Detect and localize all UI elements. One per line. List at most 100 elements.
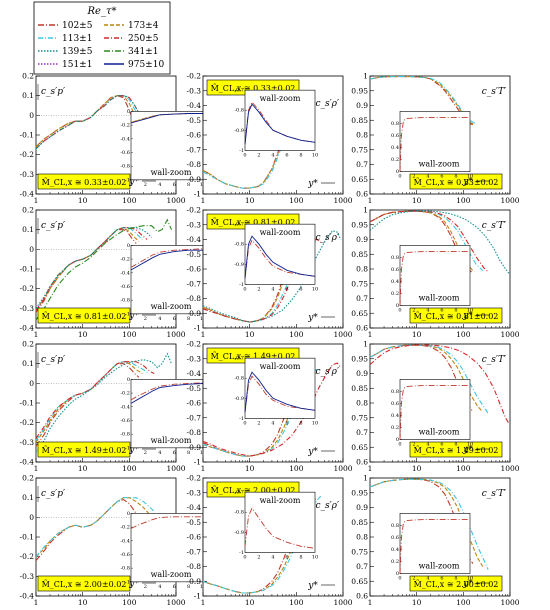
panel-3: 1 10 100 10000.60.650.70.750.80.850.90.951c…	[351, 72, 519, 206]
x-tick-label: 10	[412, 598, 422, 607]
y-tick-label: -0.6	[187, 131, 202, 140]
inset-y-tick-label: -1	[125, 177, 130, 183]
y-tick-label: -0.2	[187, 72, 202, 81]
y-tick-label: 0.95	[351, 86, 368, 95]
legend-title: Re_τ*	[87, 6, 117, 17]
y-tick-label: -0.6	[187, 533, 202, 542]
inset-line-2	[130, 383, 204, 404]
inset-y-tick-label: -0.8	[120, 298, 130, 304]
x-tick-label: 100	[122, 196, 137, 205]
inset: 0 2 4 6 8 10 0 0.2 0.4 0.6 0.8 wall-zoom	[391, 379, 473, 448]
inset-x-tick-label: 2	[257, 152, 260, 158]
inset-label: wall-zoom	[151, 302, 192, 311]
mach-label-box	[409, 575, 503, 592]
series-line-3	[369, 76, 477, 126]
y-tick-label: -0.1	[20, 131, 34, 140]
y-tick-label: 0.75	[351, 547, 368, 556]
y-tick-label: 0.85	[351, 250, 368, 259]
mach-label: M̃_CL,x ≅ 2.00±0.02	[414, 580, 499, 589]
inset-frame	[399, 513, 471, 574]
inset-y-tick-label: 0	[127, 377, 130, 383]
y-tick-label: -0.3	[187, 220, 202, 229]
inset-y-tick-label: 0.2	[391, 425, 399, 431]
series-line-5	[202, 230, 342, 323]
inset: 0 2 4 6 8 10 -1 -0.9 -0.8 -0.7 wall-zoom	[234, 88, 318, 159]
inset-x-tick-label: 4	[426, 576, 429, 582]
y-tick-label: -0.4	[187, 235, 202, 244]
series-line-3	[369, 478, 489, 570]
series-line-2	[35, 361, 143, 443]
inset-x-tick-label: 0	[129, 182, 132, 188]
y-tick-label: -0.5	[187, 116, 202, 125]
inset-label: wall-zoom	[151, 436, 192, 445]
series-line-3	[369, 344, 489, 414]
inset-x-tick-label: 6	[285, 152, 288, 158]
inset-x-tick-label: 0	[398, 576, 401, 582]
y-tick-label: -0.8	[187, 428, 202, 437]
inset-line-2	[244, 235, 316, 279]
x-axis-label: y*	[128, 311, 139, 321]
x-tick-label: 100	[122, 598, 137, 607]
inset-y-tick-label: -0.2	[120, 391, 130, 397]
mach-label-box	[409, 173, 503, 190]
x-tick-label: 10	[78, 464, 88, 473]
y-tick-label: 0.8	[356, 399, 368, 408]
inset-y-tick-label: -0.6	[120, 552, 130, 558]
inset-x-tick-label: 8	[454, 576, 457, 582]
x-tick-label: 1000	[500, 598, 519, 607]
inset-frame	[130, 245, 204, 315]
inset-y-tick-label: -0.8	[234, 242, 244, 248]
y-tick-label: 0.9	[356, 369, 368, 378]
inset-x-tick-label: 8	[454, 442, 457, 448]
y-tick-label: -0.9	[187, 175, 202, 184]
y-tick-label: 0.85	[351, 518, 368, 527]
x-tick-label: 1	[34, 464, 39, 473]
mach-label-box	[409, 441, 503, 458]
panel-6: 1 10 100 10000.60.650.70.750.80.850.90.951c…	[351, 206, 519, 340]
x-tick-label: 1000	[500, 330, 519, 339]
y-tick-label: -0.5	[187, 250, 202, 259]
inset-label: wall-zoom	[419, 294, 460, 303]
x-tick-label: 100	[456, 464, 471, 473]
y-tick-label: 0.65	[351, 443, 368, 452]
inset-y-tick-label: -0.4	[120, 538, 130, 544]
inset-y-tick-label: 0	[127, 109, 130, 115]
inset-line-1	[130, 382, 204, 401]
inset-y-tick-label: 0.4	[391, 145, 399, 151]
inset-y-tick-label: 0	[396, 303, 399, 309]
panel-12: 1 10 100 10000.60.650.70.750.80.850.90.951c…	[351, 474, 519, 608]
x-tick-label: 100	[122, 464, 137, 473]
inset-x-tick-label: 0	[243, 286, 246, 292]
inset-x-tick-label: 2	[412, 576, 415, 582]
panel-label: c_s′ρ′	[315, 367, 339, 377]
inset-x-tick-label: 2	[257, 420, 260, 426]
y-tick-label: -0.3	[20, 170, 35, 179]
inset-x-tick-label: 8	[299, 152, 302, 158]
inset-x-tick-label: 8	[187, 182, 190, 188]
y-tick-label: -0.4	[20, 324, 35, 333]
inset-x-tick-label: 0	[243, 554, 246, 560]
y-tick-label: -0.5	[187, 518, 202, 527]
y-tick-label: 0.65	[351, 175, 368, 184]
series-line-4	[369, 344, 510, 424]
inset-line-1	[130, 248, 204, 268]
inset-x-tick-label: 4	[426, 174, 429, 180]
x-tick-label: 1000	[500, 464, 519, 473]
x-axis-label: y*	[307, 447, 318, 457]
inset-y-tick-label: -0.6	[120, 284, 130, 290]
y-tick-label: -0.3	[20, 304, 35, 313]
inset-x-tick-label: 2	[412, 174, 415, 180]
y-tick-label: 0.6	[356, 190, 368, 199]
inset-label: wall-zoom	[151, 168, 192, 177]
inset-line-1	[399, 250, 470, 306]
legend-entry: 102±5	[62, 21, 93, 31]
y-tick-label: 0.85	[351, 384, 368, 393]
legend-entry: 975±10	[128, 60, 164, 70]
inset-x-tick-label: 0	[398, 174, 401, 180]
y-tick-label: -0.2	[20, 150, 35, 159]
inset-y-tick-label: -1	[239, 282, 244, 288]
x-tick-label: 1	[201, 464, 206, 473]
x-tick-label: 1000	[166, 196, 185, 205]
y-tick-label: 0.9	[356, 235, 368, 244]
